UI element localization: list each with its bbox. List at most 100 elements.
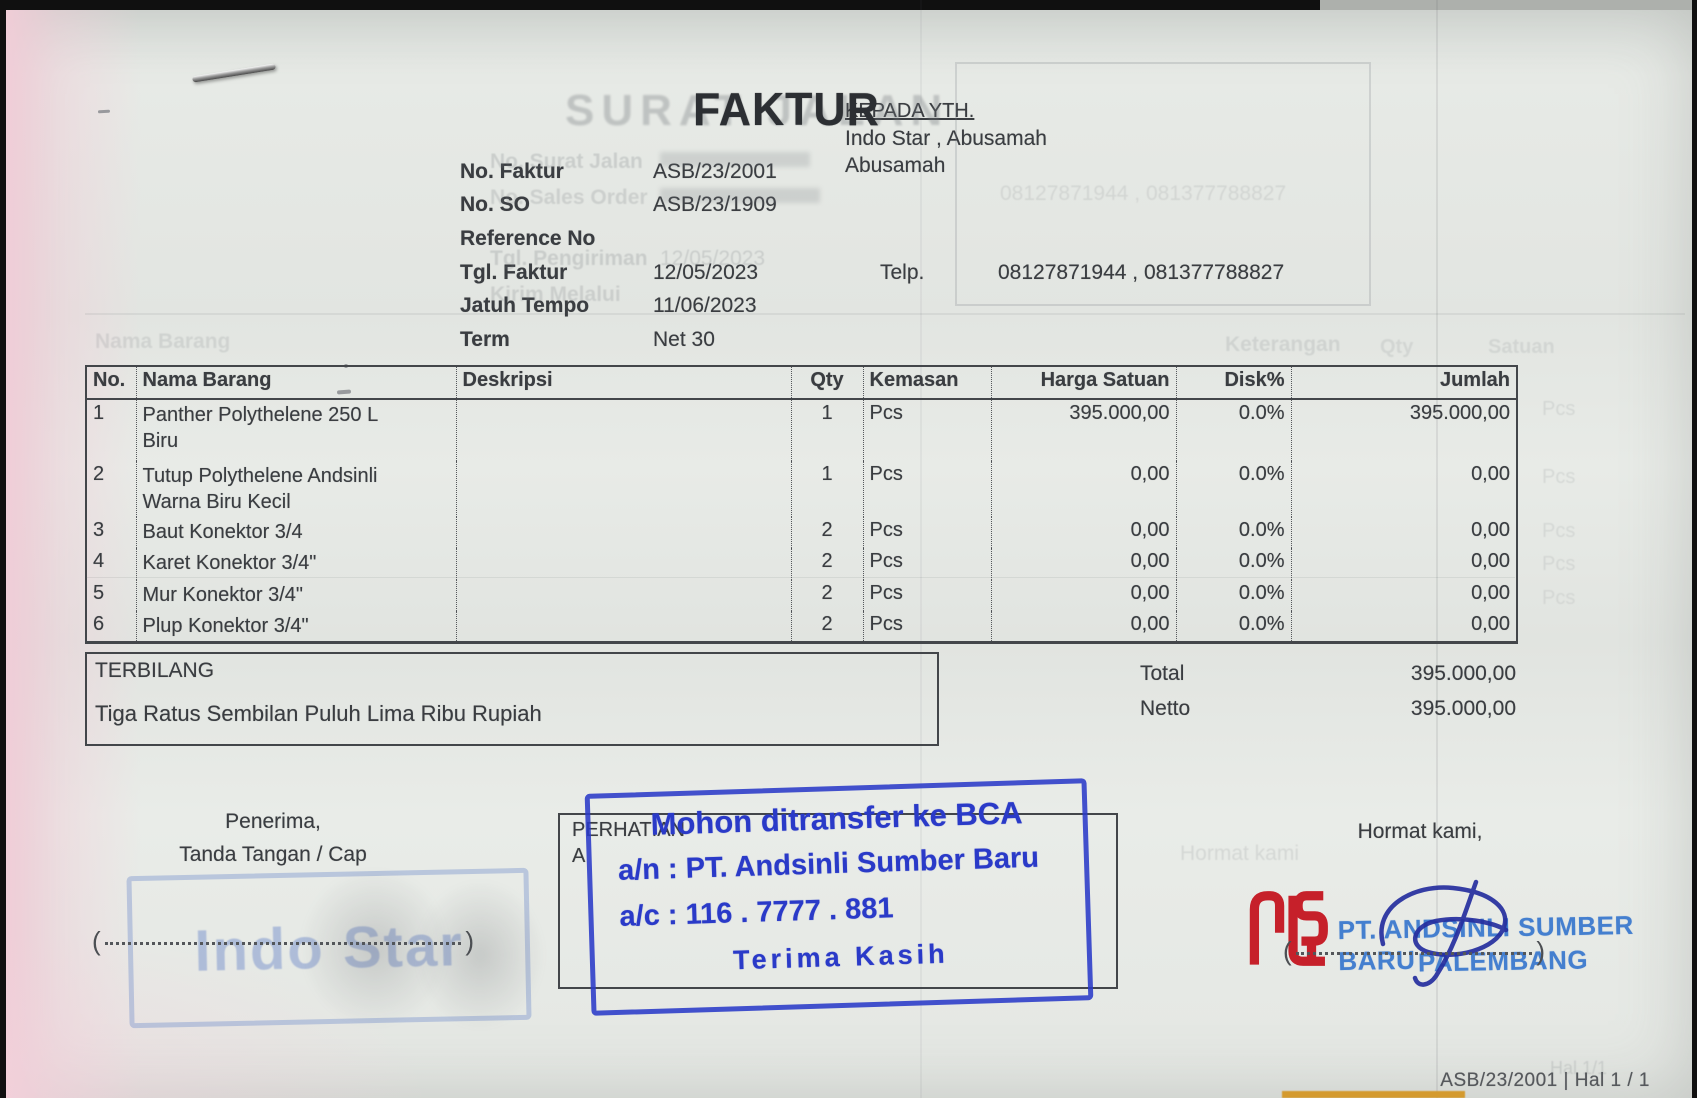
handwritten-signature-icon [1379,879,1509,987]
ghost-nama-barang-header: Nama Barang [95,330,231,353]
underlying-orange-strip [1282,1091,1465,1098]
cell-harga: 0,00 [990,548,1176,580]
items-table: No. Nama Barang Deskripsi Qty Kemasan Ha… [85,365,1518,644]
paren-open: ( [92,926,101,956]
phone-label: Telp. [880,261,925,284]
invoice-number-label: No. Faktur [460,160,564,183]
term-value: Net 30 [653,328,715,351]
cell-harga: 0,00 [990,611,1176,643]
ghost-pcs: Pcs [1542,398,1576,420]
cell-nama: Mur Konektor 3/4" [135,580,456,611]
ink-smudge [415,880,545,1030]
phone-value: 08127871944 , 081377788827 [998,261,1285,284]
cell-deskripsi [455,548,791,580]
item-name: Tutup Polythelene Andsinli Warna Biru Ke… [142,465,378,513]
header-jumlah: Jumlah [1290,366,1517,400]
table-row: 4 Karet Konektor 3/4" 2 Pcs 0,00 0.0% 0,… [86,548,1517,580]
kepada-heading: KEPADA YTH. [845,100,975,122]
ghost-no-surat-jalan: No. Surat Jalan [490,150,643,173]
cell-deskripsi [455,580,791,611]
stamp-line-thanks: Terima Kasih [732,938,950,976]
netto-label: Netto [1140,697,1191,720]
ghost-pcs: Pcs [1542,587,1576,609]
ghost-satuan-header: Satuan [1488,336,1555,358]
item-name: Panther Polythelene 250 L Biru [142,404,378,452]
ghost-no-sales-order: No. Sales Order [490,186,648,209]
header-deskripsi: Deskripsi [455,366,791,400]
footer-page-reference: ASB/23/2001 | Hal 1 / 1 [1440,1070,1650,1091]
tanda-tangan-label: Tanda Tangan / Cap [179,843,367,866]
cell-harga: 0,00 [990,580,1176,611]
cell-nama: Tutup Polythelene Andsinli Warna Biru Ke… [135,461,456,517]
cell-jumlah: 0,00 [1290,548,1517,580]
perhatian-label: PERHATIAN [572,819,685,841]
stamp-line-transfer: Mohon ditransfer ke BCA [650,795,1024,842]
invoice-date-value: 12/05/2023 [653,261,759,284]
ghost-telp-value: 08127871944 , 081377788827 [1000,182,1287,205]
ghost-qty-header: Qty [1380,336,1414,358]
cell-jumlah: 395.000,00 [1290,399,1517,461]
so-number-value: ASB/23/1909 [653,193,777,216]
due-date-value: 11/06/2023 [653,294,757,317]
cell-nama: Plup Konektor 3/4" [135,611,456,643]
cell-no: 5 [93,582,105,604]
cell-qty: 2 [790,517,863,548]
invoice-number-value: ASB/23/2001 [653,160,777,183]
ghost-ink-blob [660,152,810,167]
dotted-line [1295,952,1533,955]
cell-disk: 0.0% [1175,580,1291,611]
customer-contact: Abusamah [845,154,946,177]
stamp-line-account-name: a/n : PT. Andsinli Sumber Baru [617,841,1040,887]
document-title: FAKTUR [693,83,880,135]
paren-open: ( [1283,936,1292,966]
bleed-through-line [85,313,1685,315]
cell-kemasan: Pcs [862,548,991,580]
table-row: 3 Baut Konektor 3/4 2 Pcs 0,00 0.0% 0,00 [86,517,1517,548]
pink-corner-tint [6,928,436,1098]
total-value: 395.000,00 [1410,662,1516,685]
cell-disk: 0.0% [1175,517,1291,548]
table-row: 2 Tutup Polythelene Andsinli Warna Biru … [86,461,1517,517]
netto-value: 395.000,00 [1410,697,1516,720]
cell-no: 1 [93,402,105,424]
total-label: Total [1140,662,1185,685]
reference-no-label: Reference No [460,227,596,250]
bca-transfer-stamp: Mohon ditransfer ke BCA a/n : PT. Andsin… [584,778,1094,1016]
cell-harga: 395.000,00 [990,399,1176,461]
header-disk: Disk% [1175,366,1291,400]
term-label: Term [460,328,510,351]
header-harga-satuan: Harga Satuan [990,366,1176,400]
due-date-label: Jatuh Tempo [460,294,590,317]
paren-close: ) [465,926,474,956]
cell-kemasan: Pcs [862,517,991,548]
cell-nama: Karet Konektor 3/4" [135,548,456,580]
cell-jumlah: 0,00 [1290,461,1517,517]
cell-nama: Baut Konektor 3/4 [135,517,456,548]
underlying-sheet-sliver [1320,0,1692,10]
ghost-surat-jalan-title: SURAT JALAN [565,86,950,135]
header-kemasan: Kemasan [862,366,991,400]
amount-in-words: Tiga Ratus Sembilan Puluh Lima Ribu Rupi… [95,701,542,726]
cell-kemasan: Pcs [862,461,991,517]
so-number-label: No. SO [460,193,531,216]
header-qty: Qty [790,366,863,400]
cell-no: 2 [93,463,105,485]
cell-jumlah: 0,00 [1290,611,1517,643]
cell-deskripsi [455,461,791,517]
table-header-row: No. Nama Barang Deskripsi Qty Kemasan Ha… [86,366,1517,400]
cell-harga: 0,00 [990,517,1176,548]
item-name: Mur Konektor 3/4" [142,584,304,606]
dotted-line [104,942,462,945]
signature-line-right: ( ) [1283,938,1545,964]
item-name: Karet Konektor 3/4" [142,552,317,574]
ghost-page-number: Hal 1/1 [1550,1058,1608,1078]
cell-kemasan: Pcs [862,399,991,461]
cell-jumlah: 0,00 [1290,517,1517,548]
table-row: 6 Plup Konektor 3/4" 2 Pcs 0,00 0.0% 0,0… [86,611,1517,643]
ghost-tgl-pengiriman-value: 12/05/2023 [660,247,766,270]
ghost-tgl-pengiriman: Tgl. Pengiriman [490,247,648,270]
table-row: 1 Panther Polythelene 250 L Biru 1 Pcs 3… [86,399,1517,461]
stamp-line-account-number: a/c : 116 . 7777 . 881 [619,892,895,933]
ghost-kirim-melalui: Kirim Melalui [490,283,621,306]
